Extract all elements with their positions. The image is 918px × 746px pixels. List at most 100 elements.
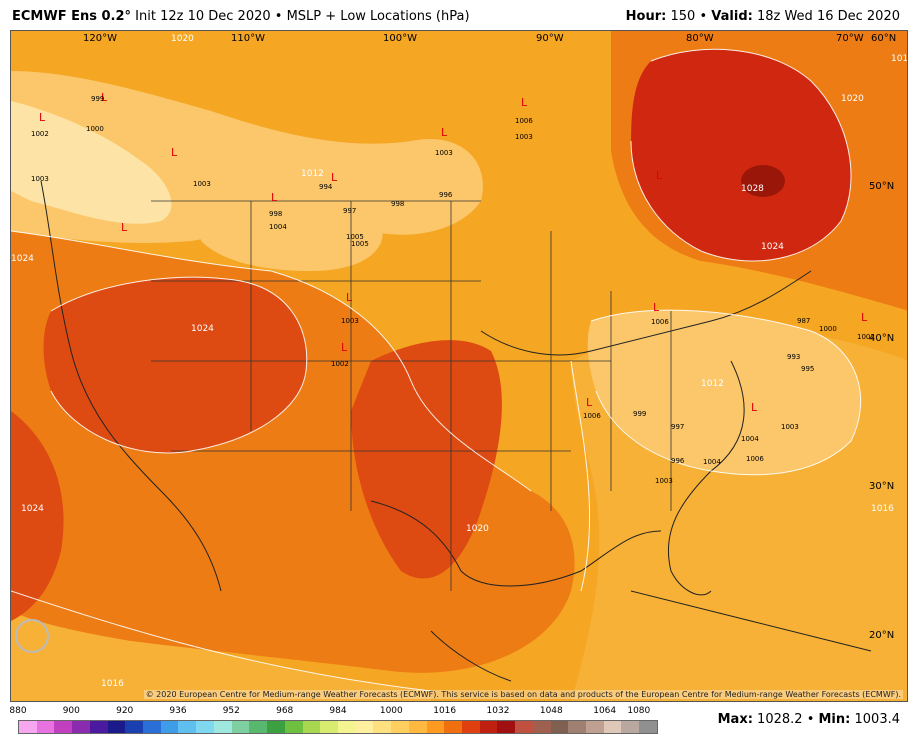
colorbar-tick: 1016: [433, 706, 457, 716]
low-value: 987: [797, 317, 810, 325]
pressure-high-core: [741, 165, 785, 197]
low-value: 1006: [651, 318, 669, 326]
colorbar-tick: 880: [9, 706, 27, 716]
contour-labels: 1020 1016 1012 1024 1028 1024 1020 1024 …: [11, 34, 908, 689]
low-marker: L: [331, 171, 338, 184]
low-value: 1006: [746, 455, 764, 463]
lon-label: 90°W: [536, 33, 564, 44]
colorbar-swatch: [586, 721, 604, 733]
low-marker: L: [656, 169, 663, 182]
colorbar-swatch: [284, 721, 303, 733]
low-value: 1000: [86, 125, 104, 133]
colorbar-swatch: [196, 721, 214, 733]
colorbar-tick: 968: [276, 706, 294, 716]
low-value: 997: [671, 423, 684, 431]
low-value: 1002: [857, 333, 875, 341]
west-coast: [40, 180, 222, 592]
coastlines: [40, 180, 872, 682]
low-value: 998: [391, 200, 404, 208]
great-lakes-border: [480, 270, 812, 356]
colorbar-swatch: [568, 721, 586, 733]
separator: •: [806, 712, 815, 727]
low-value: 1005: [351, 240, 369, 248]
low-marker: L: [101, 91, 108, 104]
contour-label: 1012: [301, 169, 324, 179]
lon-label: 80°W: [686, 33, 714, 44]
low-marker: L: [861, 311, 868, 324]
colorbar-swatch: [143, 721, 161, 733]
map-canvas: 120°W 110°W 100°W 90°W 80°W 70°W 60°N 50…: [11, 31, 908, 701]
colorbar-swatch: [89, 721, 108, 733]
low-marker: L: [653, 301, 660, 314]
lat-label: 30°N: [869, 481, 894, 492]
low-marker: L: [39, 111, 46, 124]
isobar: [50, 276, 308, 454]
field-name: MSLP + Low Locations (hPa): [286, 9, 470, 24]
low-value: 1003: [435, 149, 453, 157]
colorbar-swatch: [532, 721, 551, 733]
min-label: Min:: [818, 712, 851, 727]
max-value: 1028.2: [757, 712, 803, 727]
lon-label: 110°W: [231, 33, 265, 44]
legend-footer: 880 900 920 936 952 968 984 1000 1016 10…: [0, 702, 918, 746]
colorbar-swatch: [213, 721, 232, 733]
colorbar-swatch: [160, 721, 179, 733]
low-value: 995: [801, 365, 814, 373]
low-marker: L: [751, 401, 758, 414]
contour-label: 1020: [466, 524, 489, 534]
low-value: 1005: [346, 233, 364, 241]
logo-graphic: [15, 619, 49, 653]
low-value: 999: [91, 95, 104, 103]
low-pressure-southeast: [587, 310, 861, 475]
contour-label: 1016: [891, 54, 908, 64]
pressure-high-west: [43, 277, 307, 453]
contour-label: 1024: [761, 242, 784, 252]
low-value: 1003: [193, 180, 211, 188]
colorbar-swatch: [178, 721, 197, 733]
low-markers: L L L L L L L L L L L L L L L: [39, 91, 868, 414]
low-value: 1002: [31, 130, 49, 138]
graticule-labels: 120°W 110°W 100°W 90°W 80°W 70°W 60°N 50…: [83, 33, 896, 641]
pressure-high-plains: [351, 340, 502, 579]
isobar: [570, 360, 591, 592]
low-value: 1003: [655, 477, 673, 485]
caribbean-islands: [630, 590, 872, 652]
low-marker: L: [346, 291, 353, 304]
colorbar-swatch: [550, 721, 569, 733]
colorbar-swatch: [408, 721, 427, 733]
colorbar-swatch: [125, 721, 144, 733]
logo-ring: [15, 619, 49, 653]
colorbar-swatch: [426, 721, 445, 733]
colorbar-tick: 1032: [486, 706, 510, 716]
colorbar-tick: 936: [169, 706, 187, 716]
max-min-stats: Max: 1028.2 • Min: 1003.4: [718, 712, 900, 727]
low-value: 994: [319, 183, 333, 191]
low-value: 996: [439, 191, 453, 199]
low-value: 1004: [741, 435, 759, 443]
low-marker: L: [271, 191, 278, 204]
pressure-high-northeast: [631, 49, 851, 261]
low-marker: L: [171, 146, 178, 159]
isobars: [11, 48, 862, 692]
colorbar-swatch: [603, 721, 622, 733]
pressure-band-1016: [11, 591, 431, 701]
model-name: ECMWF Ens 0.2°: [12, 9, 132, 24]
lat-label: 50°N: [869, 181, 894, 192]
init-time: Init 12z 10 Dec 2020: [135, 9, 271, 24]
contour-label: 1024: [11, 254, 34, 264]
contour-label: 1028: [741, 184, 764, 194]
colorbar-swatch: [515, 721, 533, 733]
valid-time: Hour: 150 • Valid: 18z Wed 16 Dec 2020: [626, 9, 900, 24]
pressure-map: 120°W 110°W 100°W 90°W 80°W 70°W 60°N 50…: [10, 30, 908, 702]
contour-label: 1024: [191, 324, 214, 334]
colorbar-swatch: [267, 721, 285, 733]
colorbar-swatch: [249, 721, 268, 733]
low-value: 1006: [583, 412, 601, 420]
isobar: [630, 48, 852, 262]
contour-label: 1020: [841, 94, 864, 104]
contour-label: 1024: [21, 504, 44, 514]
low-marker: L: [341, 341, 348, 354]
low-value: 1003: [515, 133, 533, 141]
colorbar-swatch: [497, 721, 516, 733]
